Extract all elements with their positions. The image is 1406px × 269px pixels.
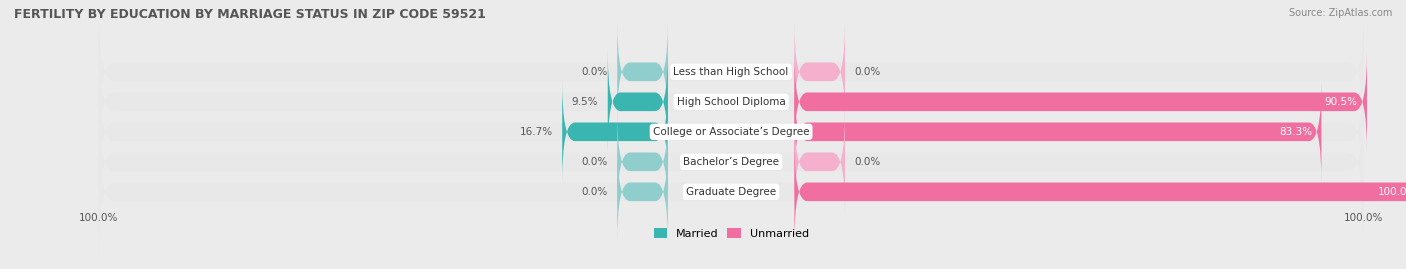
Text: College or Associate’s Degree: College or Associate’s Degree: [652, 127, 810, 137]
Text: Graduate Degree: Graduate Degree: [686, 187, 776, 197]
Text: 0.0%: 0.0%: [855, 157, 880, 167]
FancyBboxPatch shape: [794, 141, 1406, 243]
FancyBboxPatch shape: [98, 6, 1364, 137]
FancyBboxPatch shape: [607, 51, 668, 153]
Text: High School Diploma: High School Diploma: [676, 97, 786, 107]
Text: 0.0%: 0.0%: [855, 67, 880, 77]
Text: 83.3%: 83.3%: [1279, 127, 1312, 137]
Text: FERTILITY BY EDUCATION BY MARRIAGE STATUS IN ZIP CODE 59521: FERTILITY BY EDUCATION BY MARRIAGE STATU…: [14, 8, 486, 21]
Text: Less than High School: Less than High School: [673, 67, 789, 77]
Text: 16.7%: 16.7%: [520, 127, 553, 137]
Text: Bachelor’s Degree: Bachelor’s Degree: [683, 157, 779, 167]
Text: 0.0%: 0.0%: [582, 187, 607, 197]
Text: 100.0%: 100.0%: [1378, 187, 1406, 197]
FancyBboxPatch shape: [98, 36, 1364, 168]
FancyBboxPatch shape: [794, 21, 845, 122]
FancyBboxPatch shape: [98, 66, 1364, 197]
FancyBboxPatch shape: [794, 81, 1322, 182]
Text: 90.5%: 90.5%: [1324, 97, 1358, 107]
Text: Source: ZipAtlas.com: Source: ZipAtlas.com: [1288, 8, 1392, 18]
FancyBboxPatch shape: [562, 81, 668, 182]
FancyBboxPatch shape: [98, 96, 1364, 228]
Text: 0.0%: 0.0%: [582, 67, 607, 77]
Text: 9.5%: 9.5%: [572, 97, 599, 107]
FancyBboxPatch shape: [98, 126, 1364, 257]
FancyBboxPatch shape: [617, 141, 668, 243]
Legend: Married, Unmarried: Married, Unmarried: [654, 228, 808, 239]
FancyBboxPatch shape: [617, 21, 668, 122]
FancyBboxPatch shape: [794, 51, 1367, 153]
FancyBboxPatch shape: [617, 111, 668, 213]
FancyBboxPatch shape: [794, 111, 845, 213]
Text: 0.0%: 0.0%: [582, 157, 607, 167]
